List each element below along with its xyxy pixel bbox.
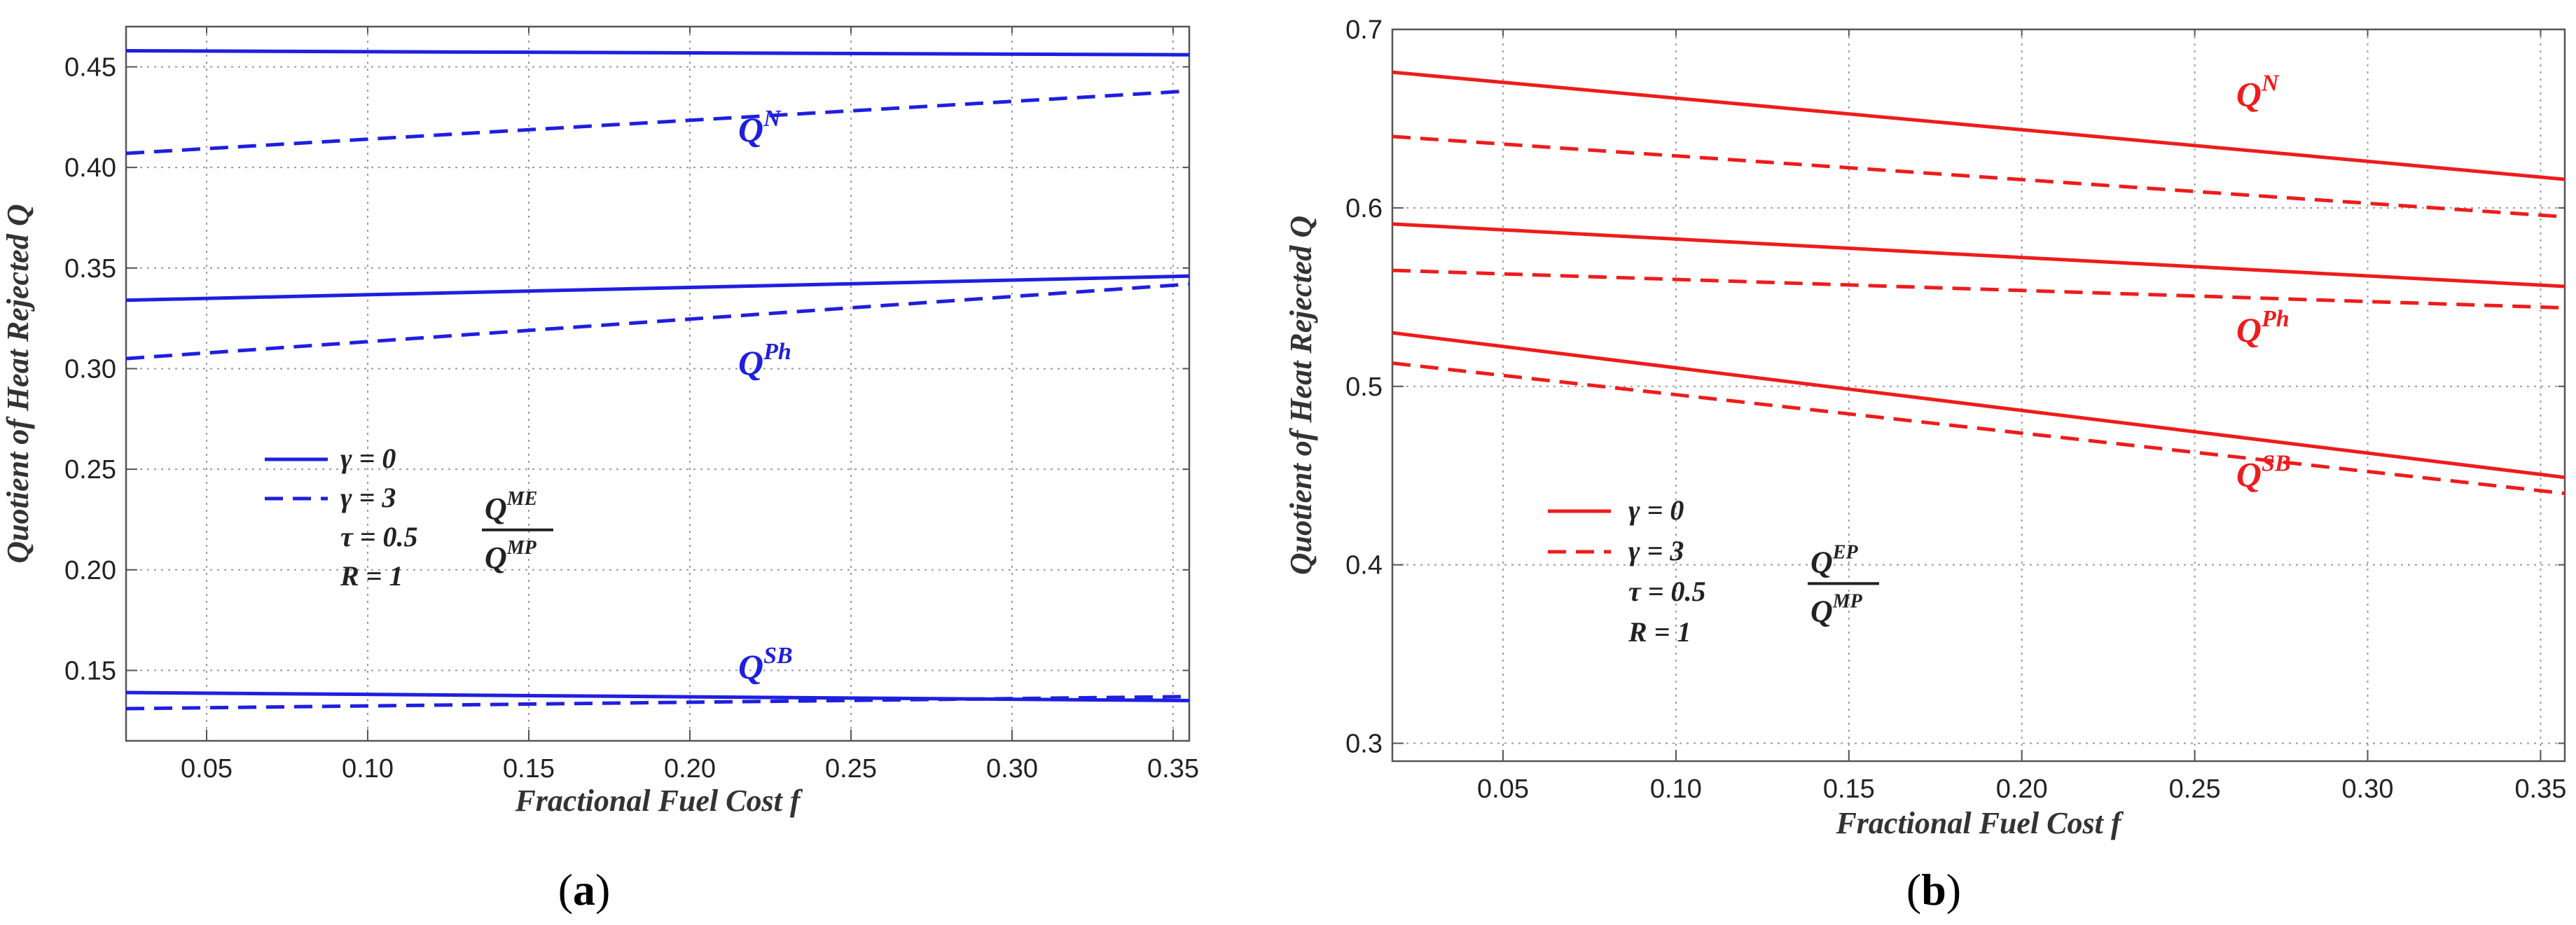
- y-tick-label: 0.25: [64, 455, 116, 485]
- series-line-q-sb-3-: [1392, 361, 2565, 496]
- y-axis-label: Quotient of Heat Rejected Q: [1, 204, 35, 563]
- curve-label: QN: [2236, 71, 2280, 114]
- ratio-numerator: QEP: [1810, 541, 1858, 579]
- y-tick-label: 0.15: [64, 656, 116, 686]
- x-tick-label: 0.35: [2514, 774, 2566, 804]
- plot-frame: [1391, 28, 2566, 763]
- legend-solid-label: γ = 0: [340, 443, 396, 474]
- series-line-q-sb-3-: [126, 695, 1189, 711]
- x-tick-label: 0.10: [1650, 774, 1702, 804]
- series-line-q-sb-0-: [1392, 331, 2565, 480]
- ratio-denominator: QMP: [485, 537, 537, 575]
- curve-label-sup: N: [2261, 71, 2280, 97]
- x-axis-label: Fractional Fuel Cost f: [514, 784, 803, 818]
- ratio-denominator-base: Q: [485, 541, 507, 575]
- legend-tau-label: τ = 0.5: [1628, 576, 1706, 607]
- x-tick-label: 0.35: [1147, 754, 1199, 784]
- x-tick-label: 0.25: [2169, 774, 2221, 804]
- y-tick-label: 0.35: [64, 254, 116, 284]
- y-tick-label: 0.20: [64, 556, 116, 585]
- x-axis-label: Fractional Fuel Cost f: [1835, 806, 2124, 840]
- curve-label: QPh: [2236, 306, 2290, 349]
- curve-label-base: Q: [2236, 310, 2262, 349]
- y-tick-label: 0.4: [1345, 551, 1383, 580]
- ratio-numerator-sup: ME: [506, 488, 538, 510]
- y-tick-label: 0.40: [64, 153, 116, 183]
- curve-label-base: Q: [2236, 454, 2262, 494]
- series-line-q-ph-0-: [126, 274, 1189, 302]
- curve-label-base: Q: [738, 343, 763, 382]
- curve-label-sup: Ph: [2261, 306, 2290, 332]
- ratio-denominator: QMP: [1810, 590, 1863, 628]
- y-axis-label: Quotient of Heat Rejected Q: [1284, 216, 1318, 575]
- x-tick-label: 0.30: [2342, 774, 2394, 804]
- legend-dashed-label: γ = 3: [340, 482, 396, 513]
- x-tick-label: 0.15: [503, 754, 555, 784]
- series-line-q-ph-0-: [1392, 222, 2565, 288]
- plot-area: [1392, 29, 2565, 761]
- legend-dashed-label: γ = 3: [1628, 535, 1684, 566]
- legend-r-label: R = 1: [1628, 616, 1691, 648]
- x-tick-label: 0.25: [825, 754, 877, 784]
- series-line-q-n-3-: [126, 89, 1189, 155]
- curve-label: QN: [738, 106, 782, 149]
- ratio-numerator-base: Q: [485, 492, 507, 526]
- y-tick-label: 0.5: [1345, 373, 1383, 402]
- y-tick-label: 0.45: [64, 53, 116, 82]
- ratio-denominator-base: Q: [1810, 594, 1833, 628]
- y-tick-label: 0.7: [1345, 15, 1383, 45]
- panel-caption-letter: a: [573, 865, 595, 914]
- curve-label-base: Q: [738, 110, 763, 149]
- grid: [126, 27, 1189, 741]
- curve-label: QPh: [738, 339, 791, 382]
- y-tick-label: 0.6: [1345, 194, 1383, 223]
- curve-label-base: Q: [2236, 75, 2262, 114]
- legend-solid-label: γ = 0: [1628, 494, 1684, 526]
- x-tick-label: 0.30: [986, 754, 1038, 784]
- curve-label: QSB: [738, 643, 793, 686]
- series-line-q-n-0-: [1392, 70, 2565, 181]
- panel-b: 0.05 0.10 0.15 0.20 0.25 0.30 0.35 0.3 0.4 0.5 0.6…: [1284, 15, 2566, 914]
- y-tick-label: 0.3: [1345, 730, 1383, 759]
- series-line-q-ph-3-: [126, 282, 1189, 361]
- ratio-numerator: QME: [485, 488, 537, 526]
- curve-label-sup: Ph: [763, 339, 791, 365]
- x-tick-label: 0.15: [1823, 774, 1875, 804]
- panel-caption-letter: b: [1921, 865, 1946, 914]
- x-tick-label: 0.10: [342, 754, 394, 784]
- series-line-q-n-0-: [126, 48, 1189, 57]
- y-tick-label: 0.30: [64, 354, 116, 384]
- curve-label-sup: SB: [2262, 450, 2291, 476]
- x-tick-label: 0.05: [1477, 774, 1529, 804]
- panel-caption: (b): [1906, 865, 1961, 914]
- curve-label-base: Q: [738, 647, 763, 686]
- curve-label-sup: N: [763, 106, 782, 132]
- panel-caption: (a): [558, 865, 611, 914]
- ratio-denominator-sup: MP: [506, 537, 537, 559]
- plot-frame: [125, 25, 1191, 742]
- x-tick-label: 0.20: [664, 754, 716, 784]
- x-tick-label: 0.20: [1996, 774, 2048, 804]
- curve-label: QSB: [2236, 450, 2291, 494]
- x-tick-label: 0.05: [181, 754, 233, 784]
- series-group: [1392, 70, 2565, 496]
- plot-area: [126, 27, 1189, 741]
- ratio-denominator-sup: MP: [1832, 590, 1863, 612]
- curve-label-sup: SB: [763, 643, 793, 669]
- ratio-numerator-sup: EP: [1832, 541, 1859, 563]
- series-group: [126, 48, 1189, 711]
- ratio-numerator-base: Q: [1810, 545, 1833, 579]
- panel-a: 0.05 0.10 0.15 0.20 0.25 0.30 0.35 0.15 0.20 0.25…: [1, 25, 1199, 914]
- legend-tau-label: τ = 0.5: [340, 521, 418, 552]
- legend-r-label: R = 1: [340, 560, 403, 592]
